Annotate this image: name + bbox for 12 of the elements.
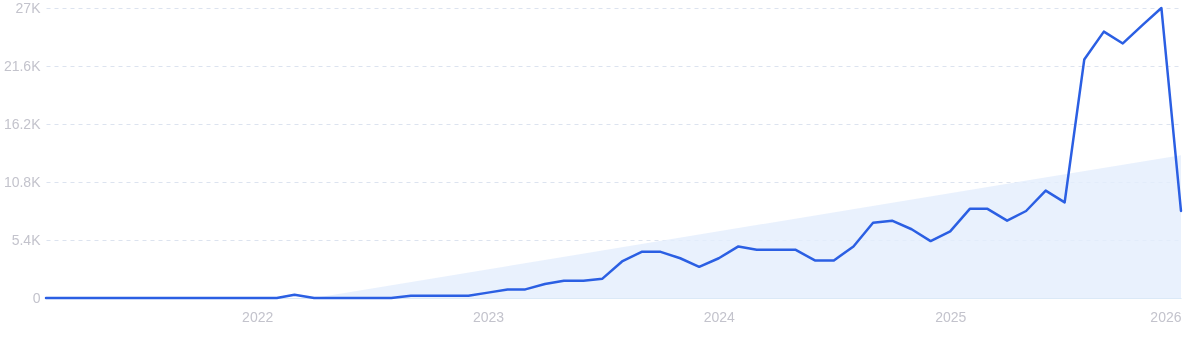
y-tick-label: 16.2K (3, 115, 42, 132)
y-tick-label: 10.8K (3, 173, 42, 190)
y-tick-label: 21.6K (3, 57, 42, 74)
x-tick-label: 2026 (1150, 308, 1182, 325)
line-series (44, 6, 1183, 300)
x-tick-label: 2023 (472, 308, 505, 325)
x-tick-label: 2022 (242, 308, 274, 325)
y-tick-label: 27K (15, 0, 42, 16)
y-tick-label: 0 (32, 289, 41, 306)
y-tick-label: 5.4K (11, 231, 42, 248)
x-tick-label: 2024 (703, 308, 736, 325)
x-tick-label: 2025 (935, 308, 967, 325)
